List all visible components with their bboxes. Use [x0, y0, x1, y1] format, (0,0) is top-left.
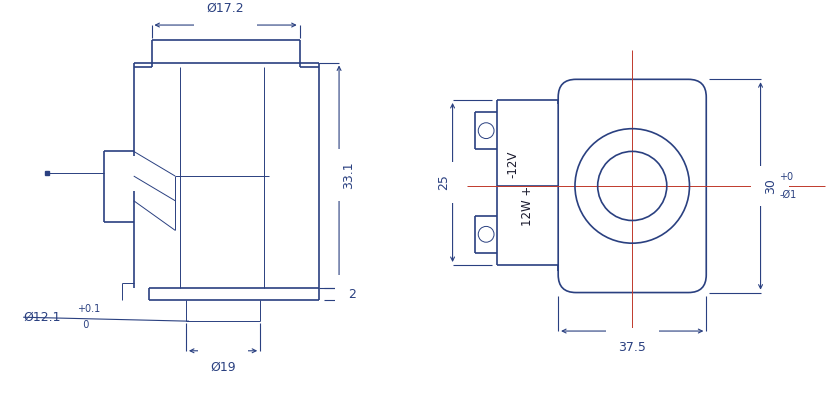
Text: +0.1: +0.1 [77, 304, 101, 314]
Text: Ø12.1: Ø12.1 [24, 311, 60, 324]
Text: 0: 0 [77, 320, 90, 330]
Text: +0: +0 [780, 172, 794, 182]
Text: 25: 25 [437, 175, 450, 190]
Text: 12W +: 12W + [521, 185, 533, 226]
Text: -12V: -12V [507, 150, 520, 178]
Text: Ø19: Ø19 [210, 361, 236, 374]
Text: 33.1: 33.1 [343, 161, 355, 189]
Text: -Ø1: -Ø1 [780, 190, 796, 200]
FancyBboxPatch shape [559, 79, 706, 293]
Text: 37.5: 37.5 [618, 341, 646, 354]
Text: 2: 2 [348, 288, 356, 300]
Text: Ø17.2: Ø17.2 [207, 2, 244, 15]
Text: 30: 30 [764, 178, 777, 194]
